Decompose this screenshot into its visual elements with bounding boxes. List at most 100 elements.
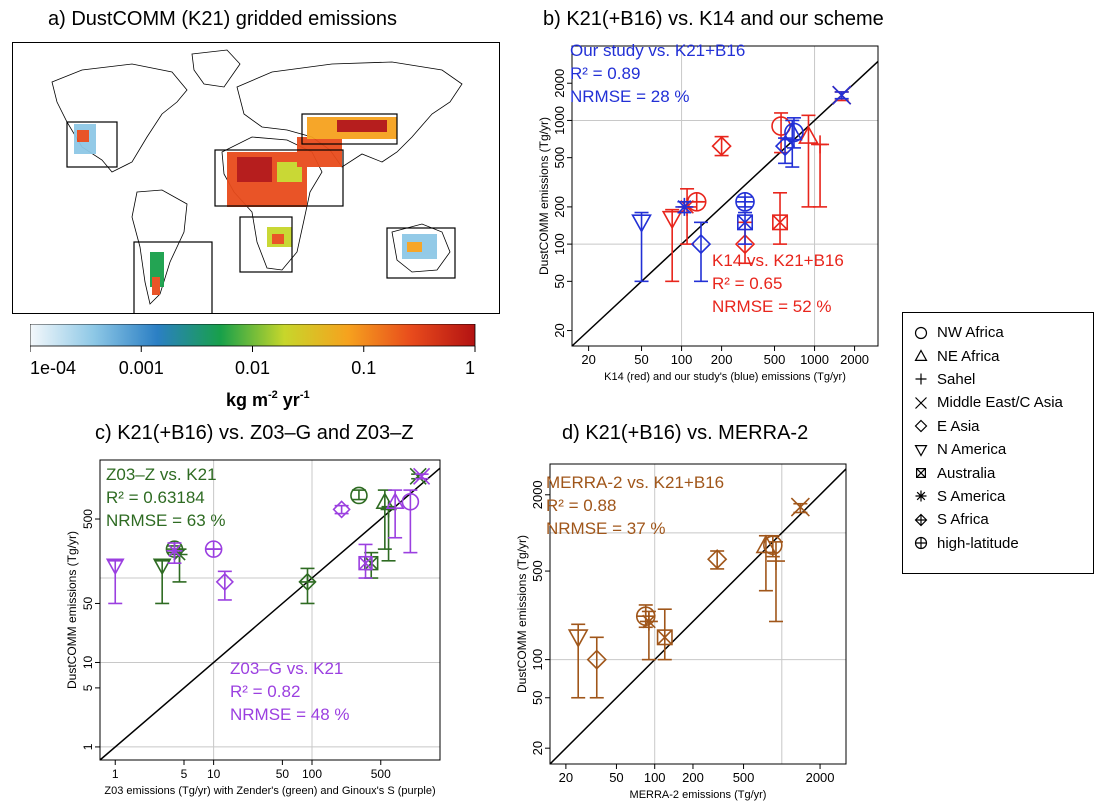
stat-annotation: NRMSE = 28 %	[570, 87, 690, 106]
x-tick-label: 200	[711, 352, 733, 367]
stat-annotation: NRMSE = 37 %	[546, 519, 666, 538]
data-point-asterisk	[675, 197, 694, 216]
error-bar	[351, 489, 366, 501]
y-tick-label: 1	[81, 743, 95, 750]
error-bar	[813, 143, 828, 208]
x-tick-label: 20	[559, 770, 573, 785]
series-z03-g	[105, 467, 431, 605]
x-tick-label: 500	[733, 770, 755, 785]
plot-frame	[549, 463, 847, 765]
legend-label: S Africa	[937, 511, 989, 529]
y-tick-label: 500	[530, 560, 545, 582]
x-tick-label: 1	[112, 767, 119, 781]
region-box-s-africa	[239, 216, 293, 273]
x-axis-label: Z03 emissions (Tg/yr) with Zender's (gre…	[104, 785, 435, 797]
legend-label: E Asia	[937, 417, 980, 435]
stat-annotation: MERRA-2 vs. K21+B16	[546, 473, 724, 492]
colorbar-gradient	[30, 324, 476, 347]
data-point-triangle-down	[105, 558, 125, 576]
data-point-cross	[832, 85, 852, 105]
data-point-circle	[763, 535, 783, 556]
data-point-circle-plus	[735, 191, 755, 212]
one-to-one-line	[99, 467, 441, 761]
x-tick-label: 50	[634, 352, 648, 367]
error-bar	[657, 608, 672, 661]
stat-annotation: NRMSE = 48 %	[230, 705, 350, 724]
legend-item: Sahel	[913, 368, 1093, 391]
error-bar	[680, 188, 695, 245]
panel-b-scatter: 20 50 100 200 500 1000 2000 20 50 100 200 500 1000 20…	[537, 41, 879, 383]
panel-c-title: c) K21(+B16) vs. Z03–G and Z03–Z	[95, 422, 414, 444]
legend-item: S Africa	[913, 508, 1093, 531]
plot-frame	[571, 45, 879, 347]
y-axis-label: DustCOMM emissions (Tg/yr)	[65, 531, 79, 689]
data-point-asterisk	[639, 612, 658, 631]
stat-annotation: R² = 0.82	[230, 682, 300, 701]
data-point-triangle-up	[375, 492, 395, 509]
y-tick-label: 50	[552, 274, 567, 288]
data-point-triangle-up	[781, 121, 803, 141]
grid	[572, 46, 878, 346]
dust-emission-map	[12, 42, 500, 314]
region-box-middle-east	[301, 113, 398, 145]
data-point-plus	[766, 552, 785, 571]
stat-annotation: R² = 0.88	[546, 496, 616, 515]
x-tick-label: 500	[764, 352, 786, 367]
x-tick-label: 2000	[840, 352, 869, 367]
stat-annotation: Z03–Z vs. K21	[106, 465, 217, 484]
panel-a-title: a) DustCOMM (K21) gridded emissions	[48, 8, 397, 30]
x-tick-label: 2000	[806, 770, 835, 785]
error-bar	[108, 560, 123, 605]
y-tick-label: 100	[552, 233, 567, 255]
data-point-diamond	[707, 549, 728, 570]
y-tick-label: 10	[81, 655, 95, 669]
diamond-plus-icon	[914, 513, 928, 527]
x-tick-label: 100	[302, 767, 322, 781]
data-point-cross	[413, 467, 431, 485]
x-axis-label: K14 (red) and our study's (blue) emissio…	[604, 371, 846, 383]
data-point-triangle-down	[567, 629, 589, 648]
triangle-down-icon	[914, 444, 928, 457]
x-tick-label: 100	[644, 770, 666, 785]
colorbar-tick-label: 1e-04	[30, 358, 76, 378]
error-bar	[217, 570, 232, 601]
y-tick-label: 5	[81, 684, 95, 691]
y-tick-label: 500	[81, 509, 95, 529]
x-axis-label: MERRA-2 emissions (Tg/yr)	[630, 789, 767, 801]
data-point-circle	[784, 122, 804, 143]
stat-annotation: K14 vs. K21+B16	[712, 251, 844, 270]
x-tick-label: 50	[276, 767, 290, 781]
emission-hotspots	[74, 117, 437, 295]
diamond-icon	[914, 419, 928, 433]
colorbar-unit: kg m-2 yr-1	[226, 389, 310, 410]
region-legend: NW Africa NE Africa Sahel Middle East/C Asi…	[902, 312, 1094, 574]
colorbar-tick-label: 0.01	[235, 358, 270, 378]
error-bar	[773, 191, 788, 245]
y-tick-label: 20	[552, 323, 567, 337]
legend-item: N America	[913, 438, 1093, 461]
x-tick-label: 500	[371, 767, 391, 781]
colorbar: 1e-04 0.001 0.01 0.1 1 kg m-2 yr-1	[30, 324, 476, 410]
panel-b-title: b) K21(+B16) vs. K14 and our scheme	[543, 8, 884, 30]
data-point-boxed-x	[737, 214, 754, 231]
error-bar	[634, 211, 649, 283]
one-to-one-line	[571, 60, 879, 347]
legend-label: NE Africa	[937, 347, 1000, 365]
data-point-diamond-plus	[298, 572, 317, 592]
error-bar	[710, 550, 725, 570]
legend-item: S America	[913, 485, 1093, 508]
legend-item: high-latitude	[913, 532, 1093, 555]
panel-d-title: d) K21(+B16) vs. MERRA-2	[562, 422, 809, 444]
region-box-s-america	[133, 241, 213, 314]
grid	[100, 460, 440, 760]
asterisk-icon	[915, 490, 927, 502]
data-point-diamond	[586, 649, 607, 670]
stat-annotation: R² = 0.89	[570, 64, 640, 83]
stat-annotation: Z03–G vs. K21	[230, 659, 343, 678]
error-bar	[358, 543, 373, 579]
legend-item: E Asia	[913, 415, 1093, 438]
legend-item: Middle East/C Asia	[913, 391, 1093, 414]
x-tick-label: 20	[581, 352, 595, 367]
legend-label: S America	[937, 487, 1006, 505]
data-point-diamond	[774, 135, 796, 157]
